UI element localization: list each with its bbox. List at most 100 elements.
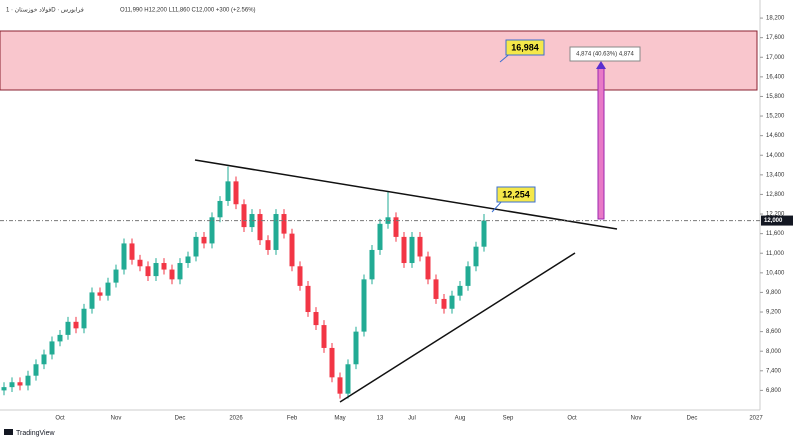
x-tick-label: Nov	[631, 416, 642, 422]
y-tick-label: 17,000	[766, 55, 785, 61]
callout-label: 16,984	[511, 42, 539, 52]
x-tick-label: Sep	[503, 416, 514, 422]
x-tick-label: Nov	[111, 416, 122, 422]
candle-body	[409, 236, 415, 264]
x-tick-label: Feb	[287, 416, 298, 422]
target-zone	[0, 30, 758, 91]
candle-body	[25, 375, 31, 386]
y-tick-label: 9,800	[766, 290, 782, 296]
candle-body	[17, 382, 23, 386]
candle-body	[273, 214, 279, 250]
candle-body	[153, 263, 159, 277]
candle-body	[145, 266, 151, 277]
candle-body	[305, 285, 311, 313]
y-tick-label: 8,600	[766, 329, 782, 335]
candle-body	[449, 295, 455, 309]
candle-body	[377, 223, 383, 250]
y-tick-label: 10,400	[766, 270, 785, 276]
candle-body	[393, 217, 399, 237]
candles	[1, 166, 487, 399]
candle-body	[81, 308, 87, 329]
candle-body	[89, 292, 95, 309]
measure-bar	[597, 66, 605, 220]
last-price-box	[761, 215, 793, 226]
candle-body	[177, 263, 183, 280]
chart-title: فولاد خوزستان · 1D · فرابورس	[6, 7, 84, 14]
candle-body	[441, 298, 447, 309]
candle-body	[185, 256, 191, 264]
candle-body	[433, 279, 439, 299]
candle-body	[1, 387, 7, 391]
candle-body	[193, 236, 199, 257]
y-tick-label: 9,200	[766, 310, 782, 316]
last-price-label: 12,000	[764, 218, 783, 224]
candle-body	[97, 292, 103, 296]
candle-body	[369, 249, 375, 280]
candle-body	[401, 236, 407, 264]
y-tick-label: 15,200	[766, 114, 785, 120]
ascending-trendline	[339, 252, 576, 403]
x-tick-label: Oct	[55, 416, 65, 422]
callout-box	[505, 39, 545, 56]
x-tick-label: 2026	[229, 416, 243, 422]
candle-body	[353, 331, 359, 365]
candle-body	[289, 233, 295, 267]
candle-body	[417, 236, 423, 257]
candle-body	[225, 181, 231, 201]
candle-body	[65, 321, 71, 335]
measure-label: 4,874 (40.63%) 4,874	[576, 52, 634, 58]
candle-body	[321, 325, 327, 348]
candle-body	[361, 279, 367, 332]
callout-box	[496, 186, 536, 203]
ohlc-readout: O11,990 H12,200 L11,860 C12,000 +300 (+2…	[120, 8, 256, 14]
y-tick-label: 14,000	[766, 153, 785, 159]
candle-body	[209, 217, 215, 244]
candle-body	[337, 377, 343, 394]
candle-body	[329, 347, 335, 378]
y-tick-label: 11,600	[766, 231, 785, 237]
candle-body	[281, 214, 287, 234]
candle-body	[465, 266, 471, 286]
candle-body	[265, 240, 271, 250]
y-tick-label: 7,400	[766, 368, 782, 374]
x-tick-label: 13	[377, 416, 384, 422]
brand: TradingView	[16, 430, 55, 437]
y-tick-label: 17,600	[766, 35, 785, 41]
candle-body	[241, 204, 247, 228]
x-tick-label: 2027	[749, 416, 763, 422]
candle-body	[9, 382, 15, 388]
y-tick-label: 15,800	[766, 94, 785, 100]
y-tick-label: 13,400	[766, 172, 785, 178]
y-tick-label: 6,800	[766, 388, 782, 394]
candle-body	[481, 220, 487, 247]
candle-body	[137, 259, 143, 267]
candle-body	[233, 181, 239, 205]
candle-body	[457, 285, 463, 296]
candle-body	[257, 214, 263, 241]
x-tick-label: May	[334, 416, 345, 422]
brand-logo	[4, 429, 13, 435]
y-tick-label: 12,200	[766, 212, 785, 218]
y-tick-label: 8,000	[766, 349, 782, 355]
candle-body	[345, 364, 351, 394]
candle-body	[41, 354, 47, 365]
x-tick-label: Dec	[175, 416, 186, 422]
x-tick-label: Aug	[455, 416, 466, 422]
x-tick-label: Jul	[408, 416, 416, 422]
candle-body	[73, 321, 79, 329]
candle-body	[201, 236, 207, 244]
descending-trendline	[194, 159, 618, 230]
candle-body	[121, 243, 127, 270]
candle-body	[473, 246, 479, 267]
candle-body	[217, 200, 223, 218]
candle-body	[313, 312, 319, 326]
candle-body	[33, 364, 39, 376]
candle-body	[161, 263, 167, 270]
y-tick-label: 16,400	[766, 74, 785, 80]
measure-arrow	[596, 61, 606, 69]
candle-body	[49, 341, 55, 355]
candle-body	[129, 243, 135, 260]
candle-body	[425, 256, 431, 280]
candle-body	[105, 282, 111, 296]
